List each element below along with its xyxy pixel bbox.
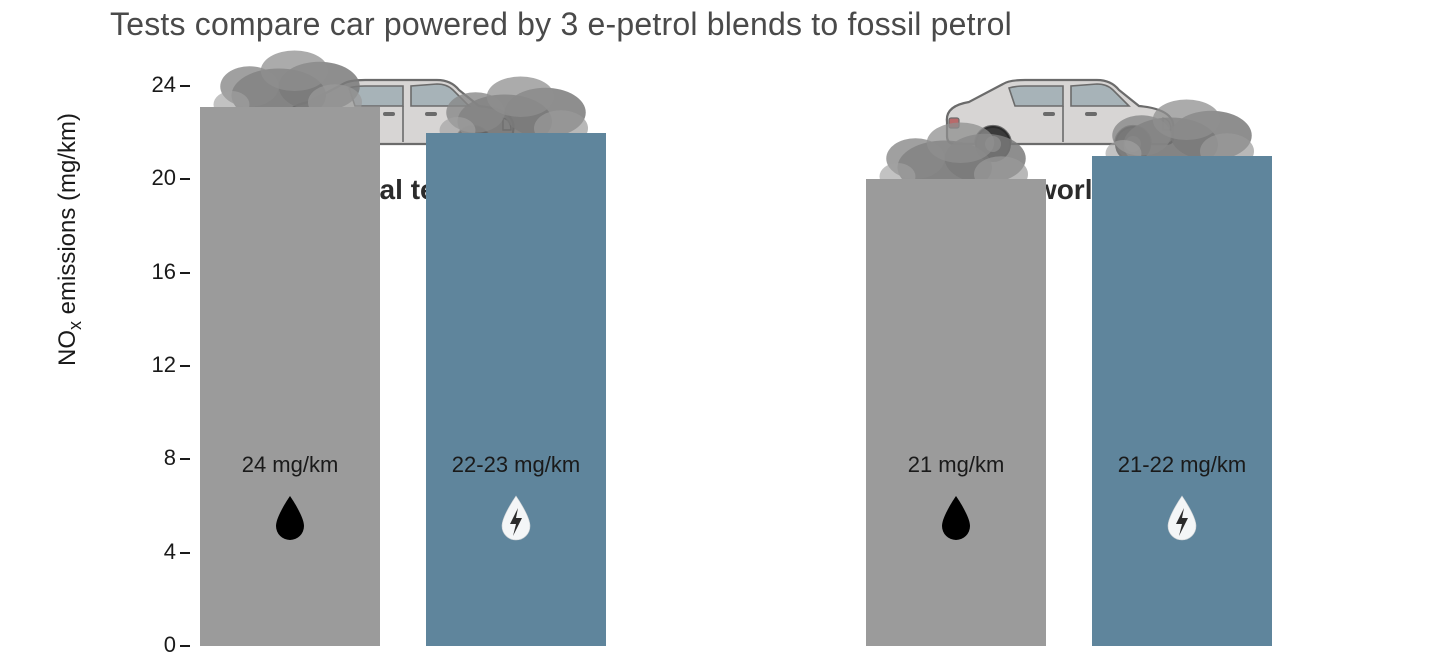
fossil-drop-icon <box>866 494 1046 546</box>
y-tick-label: 0 <box>132 632 176 658</box>
y-tick-label: 20 <box>132 165 176 191</box>
y-tick-label: 16 <box>132 259 176 285</box>
y-tick-label: 24 <box>132 72 176 98</box>
e-petrol-drop-icon <box>426 494 606 546</box>
bar-value-label: 24 mg/km <box>200 452 380 478</box>
y-tick-mark <box>180 178 190 180</box>
bar-value-label: 21 mg/km <box>866 452 1046 478</box>
y-tick-mark <box>180 458 190 460</box>
y-tick-mark <box>180 85 190 87</box>
chart-plot-area: NOx emissions (mg/km) 04812162024 Offici… <box>140 46 1420 656</box>
fossil-drop-icon <box>200 494 380 546</box>
y-tick-mark <box>180 552 190 554</box>
bar-value-label: 21-22 mg/km <box>1092 452 1272 478</box>
bar-value-label: 22-23 mg/km <box>426 452 606 478</box>
y-tick-label: 8 <box>132 445 176 471</box>
y-tick-mark <box>180 645 190 647</box>
y-tick-label: 12 <box>132 352 176 378</box>
bar <box>200 107 380 646</box>
y-tick-label: 4 <box>132 539 176 565</box>
bar <box>866 179 1046 646</box>
y-tick-mark <box>180 365 190 367</box>
y-tick-mark <box>180 272 190 274</box>
y-axis-label: NOx emissions (mg/km) <box>54 113 86 366</box>
e-petrol-drop-icon <box>1092 494 1272 546</box>
bar <box>426 133 606 646</box>
bar <box>1092 156 1272 646</box>
